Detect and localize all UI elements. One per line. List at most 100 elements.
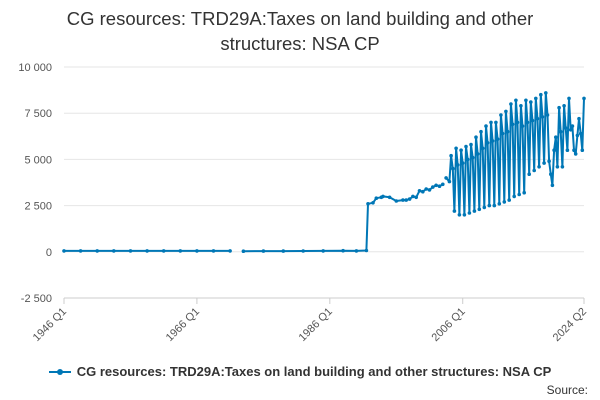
data-point	[577, 116, 581, 121]
data-point	[550, 183, 555, 188]
data-point	[462, 213, 467, 217]
series-line	[243, 183, 444, 253]
data-point	[547, 159, 551, 163]
data-point	[62, 249, 66, 253]
data-point	[434, 183, 438, 188]
data-point	[447, 179, 452, 184]
data-point	[381, 194, 385, 199]
data-point	[530, 118, 535, 123]
data-point	[563, 126, 568, 130]
data-point	[241, 249, 246, 253]
data-point	[497, 202, 502, 206]
data-point	[261, 249, 266, 253]
data-point	[464, 144, 468, 149]
data-point	[580, 148, 585, 152]
data-point	[470, 155, 475, 160]
data-point	[512, 194, 516, 199]
y-tick-label: 7 500	[24, 108, 52, 120]
data-point	[560, 165, 565, 169]
data-point	[510, 122, 515, 127]
data-point	[509, 102, 513, 106]
data-point	[467, 211, 472, 215]
data-point	[573, 152, 578, 156]
data-point	[354, 249, 359, 253]
data-point	[454, 146, 458, 151]
data-point	[539, 92, 543, 97]
data-point	[178, 249, 183, 253]
data-point	[417, 189, 422, 193]
x-tick-label: 1966 Q1	[164, 306, 202, 344]
data-point	[487, 203, 492, 208]
x-tick-label: 2006 Q1	[430, 306, 468, 344]
data-point	[514, 98, 518, 103]
data-point	[525, 120, 530, 125]
data-point	[495, 137, 500, 141]
data-point	[455, 163, 460, 167]
data-point	[500, 131, 505, 136]
data-point	[524, 98, 528, 103]
x-tick-label: 1946 Q1	[31, 306, 69, 344]
data-point	[449, 153, 453, 158]
data-point	[545, 113, 550, 117]
data-point	[537, 165, 541, 169]
data-point	[505, 129, 510, 134]
y-tick-label: 10 000	[18, 62, 52, 74]
data-point	[554, 135, 558, 139]
data-point	[145, 249, 149, 253]
data-point	[499, 113, 503, 117]
data-point	[407, 197, 412, 201]
data-point	[544, 91, 548, 95]
data-point	[552, 148, 556, 152]
data-point	[562, 104, 566, 108]
chart-title-line-1: CG resources: TRD29A:Taxes on land build…	[66, 8, 534, 29]
data-point	[494, 120, 498, 125]
chart-title-line-2: structures: NSA CP	[220, 33, 380, 54]
data-point	[489, 120, 493, 125]
data-point	[557, 105, 561, 110]
data-point	[424, 187, 429, 191]
data-point	[555, 165, 560, 169]
source-label: Source:	[546, 383, 588, 397]
data-point	[474, 135, 478, 139]
data-point	[112, 249, 116, 253]
data-point	[364, 248, 369, 253]
data-point	[479, 129, 483, 134]
data-point	[475, 152, 480, 156]
x-tick-label: 2024 Q2	[551, 306, 589, 344]
data-point	[527, 172, 531, 176]
legend-label: CG resources: TRD29A:Taxes on land build…	[76, 364, 552, 379]
data-point	[532, 168, 536, 173]
data-point	[534, 96, 538, 101]
data-point	[484, 124, 488, 128]
data-point	[529, 100, 533, 104]
data-point	[441, 182, 445, 187]
data-point	[565, 148, 570, 152]
data-point	[161, 249, 166, 253]
data-point	[469, 142, 473, 147]
data-point	[522, 190, 526, 195]
data-point	[459, 148, 463, 152]
data-point	[520, 124, 525, 128]
data-point	[572, 148, 576, 152]
data-point	[504, 109, 508, 114]
legend-swatch-icon	[48, 367, 71, 377]
data-point	[195, 249, 199, 253]
data-point	[374, 196, 379, 200]
data-point	[549, 172, 553, 176]
data-point	[542, 161, 546, 165]
data-point	[341, 248, 345, 253]
data-point	[281, 249, 286, 253]
data-point	[477, 207, 482, 212]
data-point	[394, 199, 399, 203]
legend[interactable]: CG resources: TRD29A:Taxes on land build…	[0, 364, 600, 380]
y-tick-label: -2 500	[21, 293, 52, 305]
data-point	[540, 115, 545, 119]
data-point	[95, 249, 99, 253]
data-point	[431, 185, 435, 189]
data-point	[451, 166, 455, 171]
data-point	[558, 129, 563, 134]
data-point	[507, 198, 512, 202]
data-point	[568, 128, 573, 132]
data-point	[517, 192, 521, 197]
